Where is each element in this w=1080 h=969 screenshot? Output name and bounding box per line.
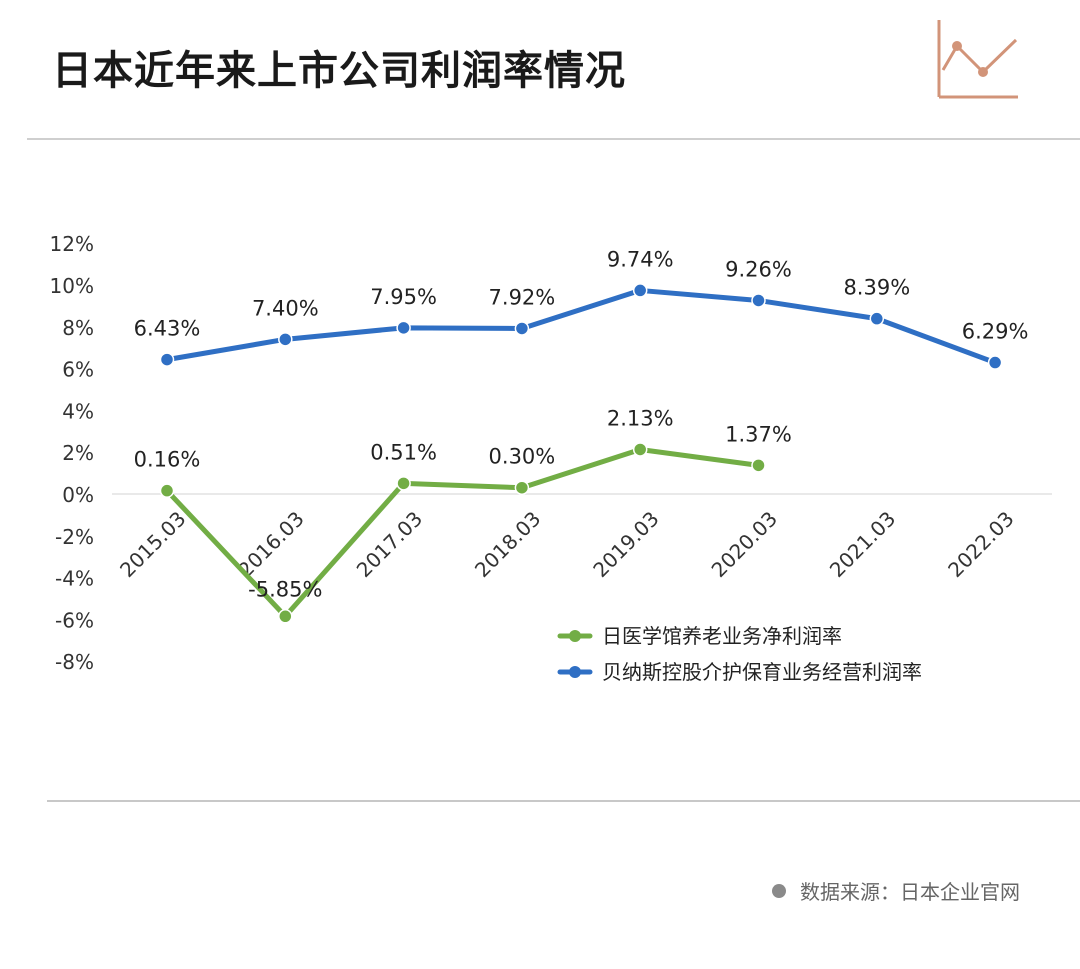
data-point	[632, 442, 648, 457]
data-point	[514, 321, 530, 336]
y-tick-label: -4%	[55, 567, 94, 591]
x-tick-label: 2018.03	[470, 507, 545, 582]
x-tick-label: 2020.03	[707, 507, 782, 582]
bottom-divider	[47, 800, 1080, 802]
data-point	[751, 458, 766, 473]
data-label: 7.92%	[489, 285, 556, 309]
data-point	[632, 283, 648, 298]
data-label: 0.16%	[134, 448, 201, 472]
legend-swatch-marker	[569, 666, 581, 678]
data-label: 7.95%	[370, 285, 437, 309]
x-tick-label: 2021.03	[825, 507, 900, 582]
series-line	[164, 287, 998, 366]
data-label: 8.39%	[843, 276, 910, 300]
data-label: 6.43%	[134, 317, 201, 341]
data-label: 9.74%	[607, 247, 674, 271]
data-point	[987, 355, 1003, 370]
data-label: 1.37%	[725, 422, 792, 446]
series-line	[164, 446, 761, 619]
line-chart-icon	[937, 20, 1018, 99]
data-point	[396, 476, 411, 491]
top-divider	[27, 138, 1080, 140]
data-point	[869, 311, 885, 326]
x-tick-label: 2019.03	[588, 507, 663, 582]
y-tick-label: 0%	[62, 483, 94, 507]
data-source: 数据来源：日本企业官网	[772, 876, 1020, 905]
data-point	[159, 352, 175, 367]
y-tick-label: 8%	[62, 316, 94, 340]
bullet-dot-icon	[772, 883, 786, 898]
x-tick-label: 2015.03	[115, 507, 190, 582]
data-label: 2.13%	[607, 406, 674, 430]
y-tick-label: 6%	[62, 358, 94, 382]
data-label: 7.40%	[252, 296, 319, 320]
y-tick-label: 4%	[62, 399, 94, 423]
y-tick-label: 2%	[62, 441, 94, 465]
data-point	[278, 332, 293, 347]
legend-swatch-marker	[569, 630, 581, 642]
y-tick-label: -2%	[55, 525, 94, 549]
legend-label: 日医学馆养老业务净利润率	[602, 624, 842, 648]
data-label: 0.30%	[489, 445, 556, 469]
data-point	[514, 480, 530, 495]
data-point	[396, 320, 411, 336]
data-point	[751, 293, 766, 308]
legend-label: 贝纳斯控股介护保育业务经营利润率	[602, 660, 922, 684]
data-label: 6.29%	[962, 320, 1029, 344]
data-point	[278, 609, 293, 624]
y-tick-label: -8%	[55, 650, 94, 674]
x-tick-label: 2022.03	[943, 507, 1018, 582]
data-label: 0.51%	[370, 440, 437, 464]
x-tick-label: 2017.03	[352, 507, 427, 582]
line-chart: 12%10%8%6%4%2%0%-2%-4%-6%-8%2015.03 2016.…	[50, 232, 1052, 684]
source-text: 数据来源：日本企业官网	[800, 880, 1020, 904]
data-label: 9.26%	[725, 257, 792, 281]
data-label: -5.85%	[248, 577, 322, 601]
y-tick-label: 12%	[50, 232, 94, 256]
chart-title: 日本近年来上市公司利润率情况	[52, 48, 626, 94]
y-tick-label: 10%	[50, 274, 94, 298]
y-tick-label: -6%	[55, 608, 94, 632]
data-point	[159, 483, 175, 498]
